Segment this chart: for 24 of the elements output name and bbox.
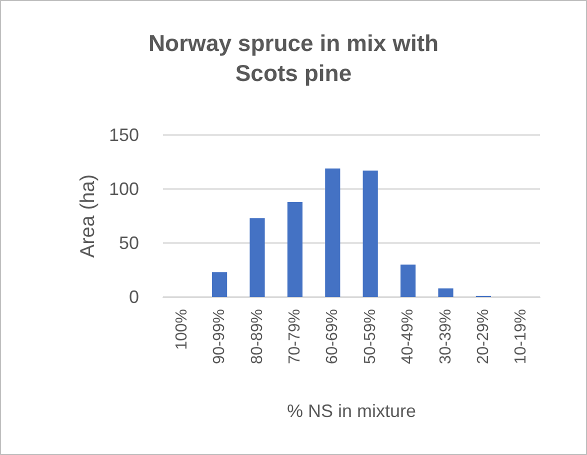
y-tick-label: 0 [128, 287, 139, 307]
x-axis-title: % NS in mixture [286, 401, 416, 421]
x-tick-label: 60-69% [324, 309, 342, 364]
x-tick-label: 10-19% [512, 309, 530, 364]
x-tick-label: 100% [173, 309, 190, 350]
x-tick-label: 50-59% [362, 309, 379, 364]
x-tick-label: 70-79% [286, 309, 304, 364]
x-tick-label: 40-49% [400, 309, 417, 364]
bar [250, 218, 265, 297]
y-tick-label: 150 [108, 125, 139, 145]
x-tick-label: 90-99% [211, 309, 228, 364]
bar [438, 288, 454, 297]
x-tick-label: 80-89% [248, 309, 266, 364]
bar [212, 272, 228, 297]
x-tick-label: 30-39% [437, 309, 454, 364]
bar [362, 170, 378, 297]
chart-title: Norway spruce in mix with Scots pine [148, 30, 439, 86]
y-tick-label: 100 [108, 179, 139, 199]
bar [287, 202, 302, 297]
bar [325, 168, 340, 297]
y-tick-label: 50 [118, 233, 139, 253]
bar [400, 264, 416, 297]
x-tick-label: 20-29% [474, 309, 492, 364]
y-axis-title: Area (ha) [77, 174, 100, 258]
